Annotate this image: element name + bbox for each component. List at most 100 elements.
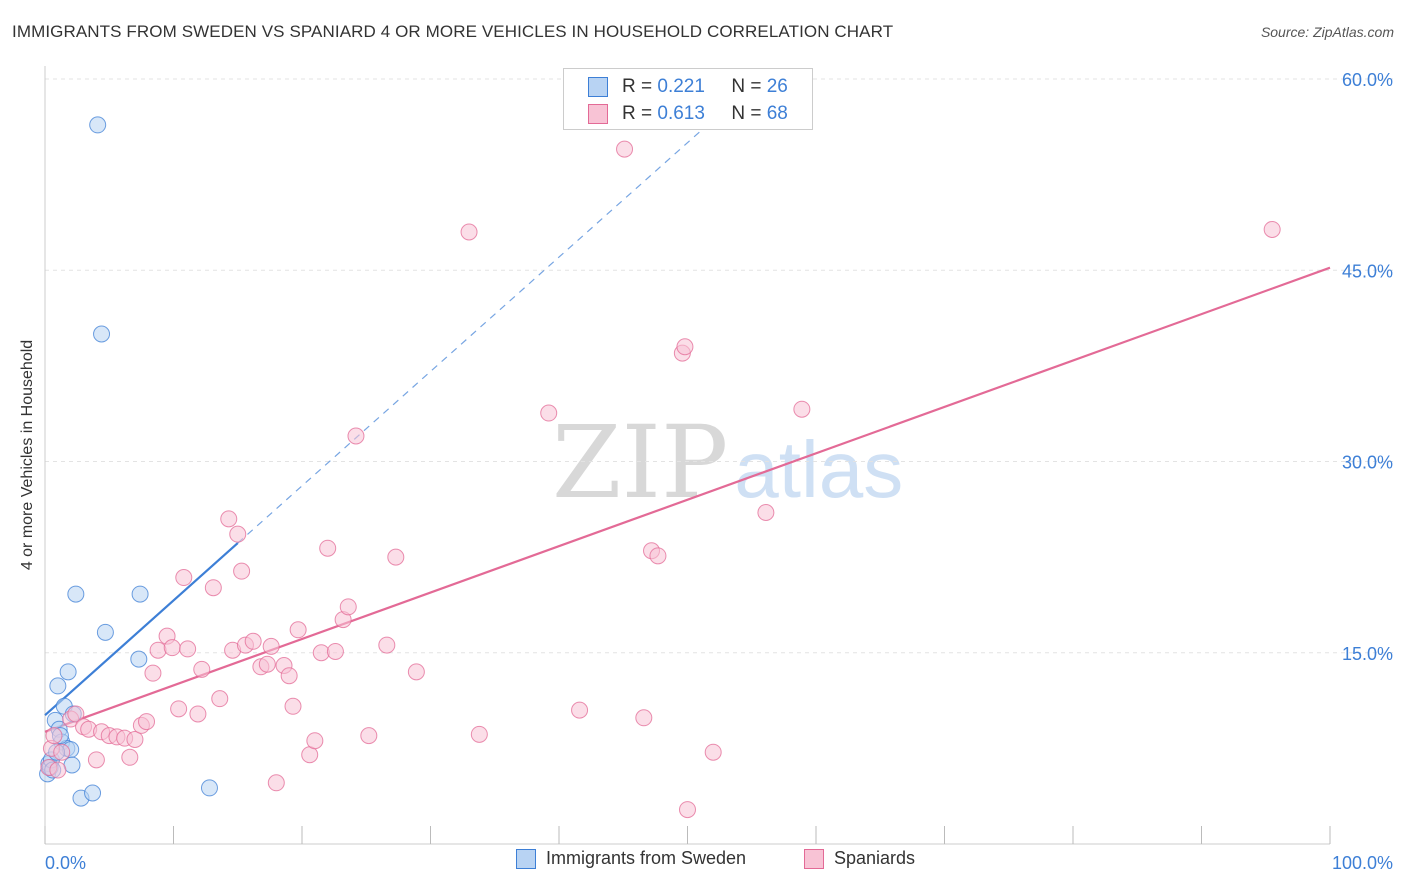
r-label: R = [622, 76, 653, 97]
chart-title: IMMIGRANTS FROM SWEDEN VS SPANIARD 4 OR … [12, 22, 894, 41]
r-label: R = [622, 103, 653, 124]
n-value-spaniards: 68 [766, 103, 788, 124]
spaniards-point-53 [387, 548, 405, 566]
n-label: N = [731, 103, 762, 124]
stats-text-spaniards: R = 0.613 N = 68 [622, 103, 788, 125]
spaniards-point-25 [189, 705, 207, 723]
spaniards-point-49 [339, 598, 357, 616]
spaniards-point-29 [220, 510, 238, 528]
data-points [39, 116, 1281, 819]
spaniards-point-34 [244, 632, 262, 650]
legend-swatch-sweden [516, 848, 536, 869]
spaniards-point-27 [204, 579, 222, 597]
spaniards-point-21 [163, 639, 181, 657]
legend-label-sweden: Immigrants from Sweden [546, 848, 747, 868]
sweden-point-18 [93, 325, 111, 343]
spaniards-point-62 [649, 547, 667, 565]
spaniards-point-57 [540, 404, 558, 422]
y-tick-label-15: 15.0% [1342, 644, 1393, 664]
spaniards-point-68 [793, 400, 811, 418]
sweden-point-10 [59, 663, 77, 681]
sweden-point-17 [89, 116, 107, 134]
spaniards-point-55 [460, 223, 478, 241]
spaniards-point-37 [262, 637, 280, 655]
source-label: Source: ZipAtlas.com [1260, 24, 1394, 40]
stats-row-spaniards: R = 0.613 N = 68 [588, 101, 788, 127]
stats-swatch-sweden [588, 77, 608, 97]
sweden-point-16 [84, 784, 102, 802]
spaniards-point-42 [289, 621, 307, 639]
y-tick-label-45: 45.0% [1342, 261, 1393, 281]
stats-swatch-spaniards [588, 104, 608, 124]
sweden-trend-extension [237, 119, 714, 544]
spaniards-point-36 [258, 655, 276, 673]
sweden-point-21 [131, 585, 149, 603]
spaniards-point-69 [1263, 220, 1281, 238]
legend-label-spaniards: Spaniards [834, 848, 916, 868]
n-value-sweden: 26 [766, 76, 788, 97]
spaniards-point-44 [306, 732, 324, 750]
spaniards-point-3 [49, 761, 67, 779]
spaniards-point-26 [193, 660, 211, 678]
r-value-spaniards: 0.613 [657, 103, 705, 124]
spaniards-point-54 [407, 663, 425, 681]
spaniards-point-9 [87, 751, 105, 769]
spaniards-point-60 [635, 709, 653, 727]
sweden-point-14 [67, 585, 85, 603]
spaniards-point-66 [704, 743, 722, 761]
legend-item-sweden[interactable]: Immigrants from Sweden [516, 848, 746, 869]
spaniards-point-32 [233, 562, 251, 580]
spaniards-point-17 [138, 713, 156, 731]
spaniards-point-19 [149, 641, 167, 659]
spaniards-point-40 [280, 667, 298, 685]
stats-text-sweden: R = 0.221 N = 26 [622, 76, 788, 98]
spaniards-point-4 [53, 743, 71, 761]
spaniards-point-38 [267, 774, 285, 792]
spaniards-point-31 [229, 525, 247, 543]
spaniards-trend-line [44, 266, 1331, 733]
spaniards-point-50 [347, 427, 365, 445]
series-spaniards [40, 140, 1281, 819]
spaniards-point-52 [378, 636, 396, 654]
spaniards-point-15 [126, 730, 144, 748]
spaniards-point-14 [121, 748, 139, 766]
x-tick-label-max: 100.0% [1332, 853, 1393, 873]
spaniards-point-46 [319, 539, 337, 557]
x-tick-label-min: 0.0% [45, 853, 86, 873]
spaniards-point-51 [360, 727, 378, 745]
trend-lines [44, 119, 1331, 733]
spaniards-point-23 [175, 569, 193, 587]
spaniards-point-59 [616, 140, 634, 158]
sweden-point-5 [49, 677, 67, 695]
spaniards-point-28 [211, 690, 229, 708]
axes [44, 66, 1331, 845]
spaniards-point-45 [312, 644, 330, 662]
spaniards-point-22 [170, 700, 188, 718]
spaniards-point-18 [144, 664, 162, 682]
stats-box: R = 0.221 N = 26 R = 0.613 N = 68 [563, 68, 813, 130]
spaniards-point-56 [470, 725, 488, 743]
sweden-point-20 [130, 650, 148, 668]
sweden-point-19 [96, 623, 114, 641]
y-tick-label-30: 30.0% [1342, 453, 1393, 473]
sweden-point-22 [200, 779, 218, 797]
spaniards-point-2 [45, 727, 63, 745]
spaniards-point-58 [571, 701, 589, 719]
n-label: N = [731, 76, 762, 97]
y-tick-label-60: 60.0% [1342, 70, 1393, 90]
sweden-point-12 [63, 756, 81, 774]
r-value-sweden: 0.221 [657, 76, 705, 97]
spaniards-point-65 [679, 801, 696, 819]
legend-swatch-spaniards [804, 848, 824, 869]
sweden-trend-line [44, 542, 239, 717]
spaniards-point-67 [757, 504, 775, 521]
tick-labels: 15.0% 30.0% 45.0% 60.0% 0.0% 100.0% [45, 70, 1393, 873]
legend-item-spaniards[interactable]: Spaniards [804, 848, 915, 869]
stats-row-sweden: R = 0.221 N = 26 [588, 74, 788, 100]
spaniards-point-47 [326, 642, 344, 660]
spaniards-point-64 [676, 338, 694, 356]
spaniards-point-6 [67, 705, 85, 723]
spaniards-point-24 [179, 640, 197, 658]
legend: Immigrants from Sweden Spaniards [0, 848, 1406, 882]
